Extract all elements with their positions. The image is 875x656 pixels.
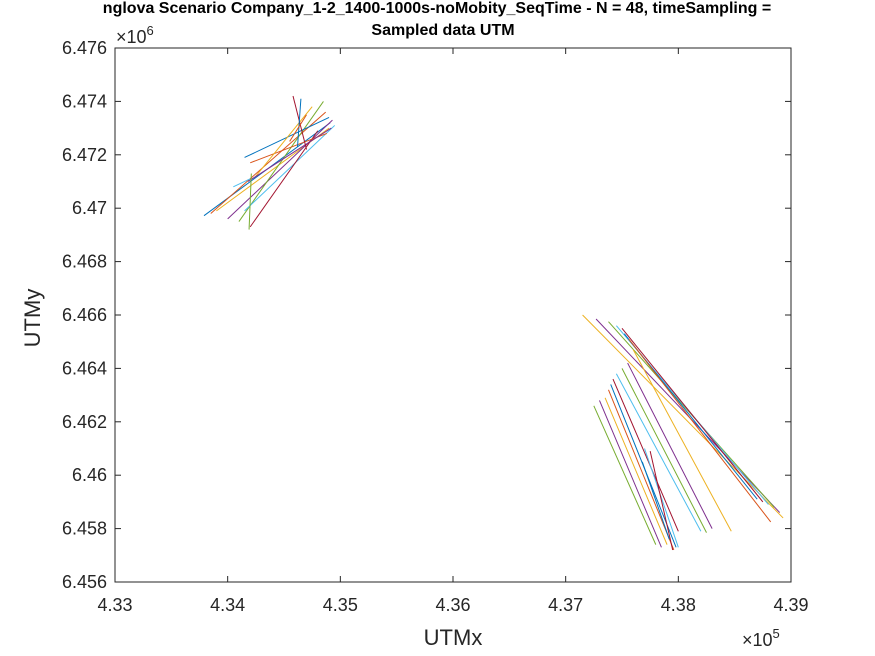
x-tick-label: 4.34 xyxy=(210,595,245,615)
series-line-14 xyxy=(292,95,308,150)
series-line-7 xyxy=(249,130,319,228)
series-line-21 xyxy=(621,328,764,503)
series-line-26 xyxy=(621,368,707,533)
series-line-17 xyxy=(582,314,784,519)
series-line-31 xyxy=(604,397,668,545)
series-line-15 xyxy=(297,98,302,147)
series-line-32 xyxy=(599,400,662,548)
y-exponent-label: ×106 xyxy=(116,23,154,47)
x-axis-ticks: 4.33 4.34 4.35 4.36 4.37 4.38 4.39 xyxy=(97,48,809,615)
x-tick-label: 4.35 xyxy=(323,595,358,615)
series-line-16 xyxy=(289,114,307,142)
series-line-27 xyxy=(615,373,702,532)
series-line-28 xyxy=(612,378,679,532)
axes-box xyxy=(114,47,792,583)
y-tick-label: 6.468 xyxy=(62,252,107,272)
series-line-33 xyxy=(593,405,657,545)
series-line-36 xyxy=(641,461,670,540)
series-line-6 xyxy=(244,125,336,212)
series-line-10 xyxy=(255,106,313,177)
y-axis-label: UTMy xyxy=(20,289,45,348)
series-line-23 xyxy=(628,338,772,523)
y-tick-label: 6.464 xyxy=(62,358,107,378)
series-line-9 xyxy=(250,132,327,164)
series-line-35 xyxy=(649,451,674,551)
series-line-30 xyxy=(608,389,675,551)
y-tick-label: 6.476 xyxy=(62,38,107,58)
y-tick-label: 6.47 xyxy=(72,198,107,218)
series-line-5 xyxy=(238,101,324,222)
chart-title: nglova Scenario Company_1-2_1400-1000s-n… xyxy=(103,0,771,17)
x-axis-label: UTMx xyxy=(424,625,483,650)
y-tick-label: 6.474 xyxy=(62,91,107,111)
x-tick-label: 4.38 xyxy=(661,595,696,615)
series-line-11 xyxy=(247,127,332,182)
series-line-4 xyxy=(227,119,333,220)
chart-subtitle: Sampled data UTM xyxy=(371,22,514,39)
series-line-12 xyxy=(248,173,252,230)
y-tick-label: 6.46 xyxy=(72,465,107,485)
x-tick-label: 4.39 xyxy=(773,595,808,615)
y-tick-label: 6.456 xyxy=(62,572,107,592)
y-tick-label: 6.472 xyxy=(62,145,107,165)
y-tick-label: 6.458 xyxy=(62,519,107,539)
series-line-25 xyxy=(627,362,713,529)
series-line-13 xyxy=(233,178,251,188)
y-tick-label: 6.462 xyxy=(62,412,107,432)
series-line-24 xyxy=(632,349,732,532)
x-exponent-label: ×105 xyxy=(742,626,780,650)
x-tick-label: 4.33 xyxy=(97,595,132,615)
series-line-34 xyxy=(644,448,679,548)
x-tick-label: 4.36 xyxy=(435,595,470,615)
y-tick-label: 6.466 xyxy=(62,305,107,325)
series-line-2 xyxy=(210,111,327,214)
plot-lines xyxy=(203,95,784,551)
x-tick-label: 4.37 xyxy=(548,595,583,615)
y-axis-ticks: 6.456 6.458 6.46 6.462 6.464 6.466 6.468 6.47 6.… xyxy=(62,38,791,592)
